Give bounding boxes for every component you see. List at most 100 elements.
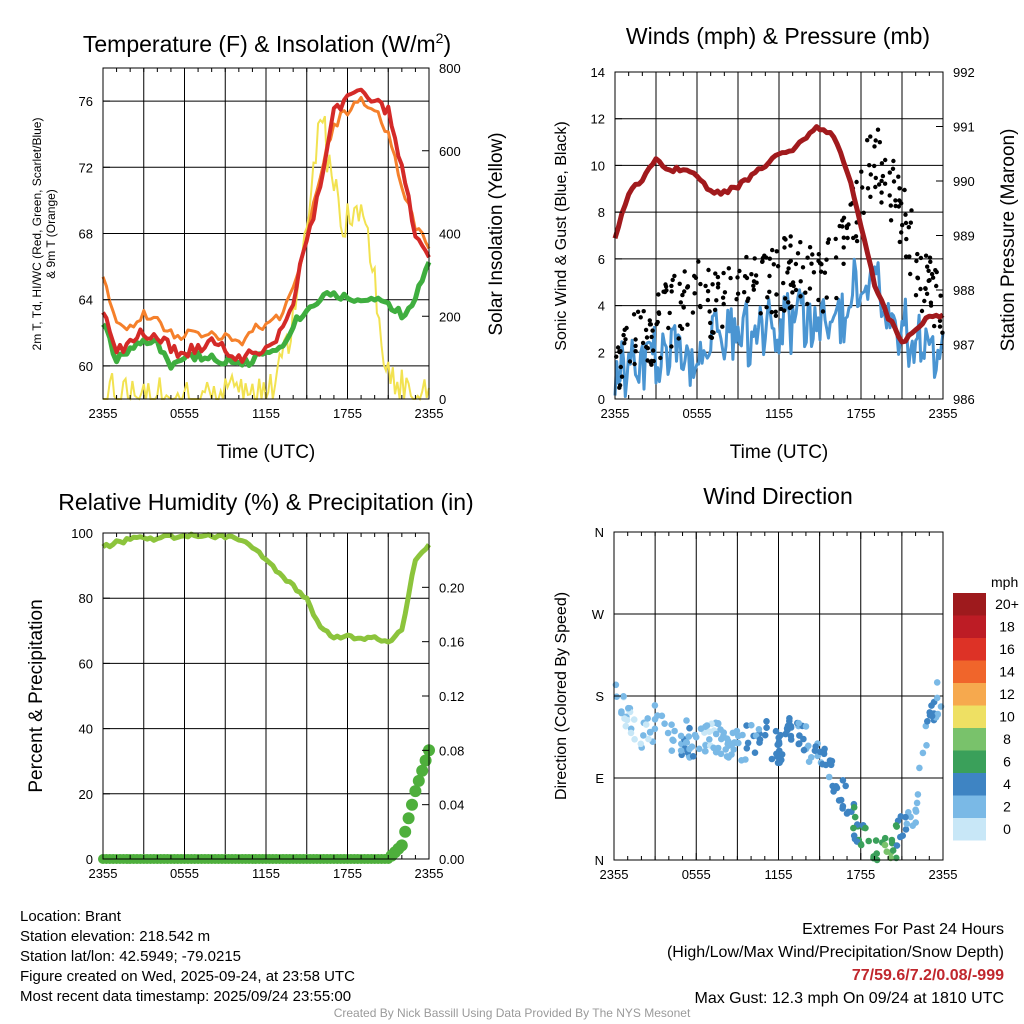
gust-point [753, 273, 759, 278]
legend-label: 16 [999, 641, 1015, 657]
gust-point [735, 275, 740, 280]
gust-point [803, 290, 808, 295]
legend-swatch [953, 683, 986, 706]
gust-point [906, 225, 911, 230]
y2-tick-label: 0.00 [439, 852, 464, 867]
gust-point [656, 310, 661, 315]
gust-point [726, 266, 731, 271]
gust-point [883, 157, 888, 163]
direction-point [924, 718, 931, 725]
direction-point [622, 722, 630, 730]
gust-point [679, 326, 685, 331]
gust-point [706, 267, 711, 273]
winds-series [612, 124, 945, 398]
gust-point [930, 275, 936, 280]
gust-point [692, 273, 697, 279]
gust-point [844, 224, 849, 229]
direction-point [837, 796, 845, 804]
gust-point [735, 291, 741, 296]
gust-point [899, 201, 904, 206]
gust-point [897, 186, 902, 191]
gust-point [641, 309, 646, 314]
direction-point [839, 777, 847, 784]
direction-point [914, 791, 922, 798]
legend-swatch [953, 660, 986, 683]
x-tick-label: 2355 [929, 406, 958, 421]
gust-point [834, 295, 839, 301]
gust-point [751, 283, 756, 288]
gust-point [928, 259, 933, 264]
direction-point [702, 742, 709, 749]
direction-point [919, 749, 927, 757]
direction-point [664, 729, 672, 737]
x-tick-label: 2355 [601, 406, 630, 421]
direction-point [795, 719, 802, 727]
gust-point [833, 236, 838, 242]
direction-point [728, 741, 736, 748]
gust-point [640, 340, 646, 346]
gust-point [888, 218, 894, 223]
gust-point [875, 127, 881, 132]
direction-point [685, 733, 693, 740]
gust-point [840, 224, 845, 229]
x-tick-label: 1755 [333, 406, 362, 421]
gust-point [896, 174, 901, 179]
direction-point [630, 716, 638, 723]
direction-point [618, 708, 625, 715]
pressure-line [612, 124, 945, 345]
gust-point [744, 254, 749, 260]
y-tick-label: 68 [79, 227, 93, 242]
direction-point [702, 747, 709, 755]
gust-point [651, 348, 656, 353]
x-tick-label: 2355 [929, 867, 958, 882]
gust-point [767, 256, 772, 261]
gust-point [788, 234, 793, 239]
gust-point [793, 261, 799, 267]
gust-point [927, 255, 933, 260]
gust-point [909, 208, 914, 213]
gust-point [708, 320, 713, 326]
gust-point [900, 222, 905, 228]
gust-point [879, 190, 884, 195]
gust-point [882, 181, 888, 186]
y2-tick-label: 800 [439, 61, 461, 76]
gust-point [854, 238, 860, 244]
y2-tick-label: 989 [953, 229, 975, 244]
gust-point [786, 260, 792, 265]
x-tick-label: 1755 [847, 406, 876, 421]
precip-point [406, 798, 418, 811]
gust-point [903, 254, 909, 259]
gust-point [752, 256, 757, 261]
gust-point [705, 297, 711, 303]
gust-point [773, 309, 778, 314]
gust-point [682, 289, 687, 294]
gust-point [703, 283, 708, 289]
gust-point [627, 359, 633, 364]
winds-ticks: 2355 0555 1155 1755 235502468101214986987988… [591, 65, 975, 421]
gust-point [681, 304, 686, 309]
direction-point [772, 727, 780, 735]
y-tick-label: 0 [598, 392, 605, 407]
y2-tick-label: 0 [439, 392, 446, 407]
direction-point [720, 729, 727, 736]
gust-point [617, 385, 622, 390]
gust-point [873, 138, 878, 143]
gust-point [678, 300, 683, 305]
direction-point [761, 731, 769, 739]
gust-point [865, 186, 871, 191]
gust-point [897, 239, 902, 245]
direction-point [811, 747, 819, 754]
gust-point [774, 292, 779, 297]
direction-grid [614, 532, 943, 860]
direction-point [808, 754, 815, 761]
direction-point [723, 753, 731, 760]
legend-label: 4 [1003, 776, 1011, 792]
direction-point [671, 727, 678, 735]
gust-point [924, 291, 930, 296]
gust-point [715, 274, 721, 280]
y-tick-label: N [595, 525, 604, 540]
direction-point [862, 824, 869, 832]
direction-point [857, 841, 865, 849]
direction-point [802, 723, 810, 730]
gust-point [786, 266, 791, 271]
